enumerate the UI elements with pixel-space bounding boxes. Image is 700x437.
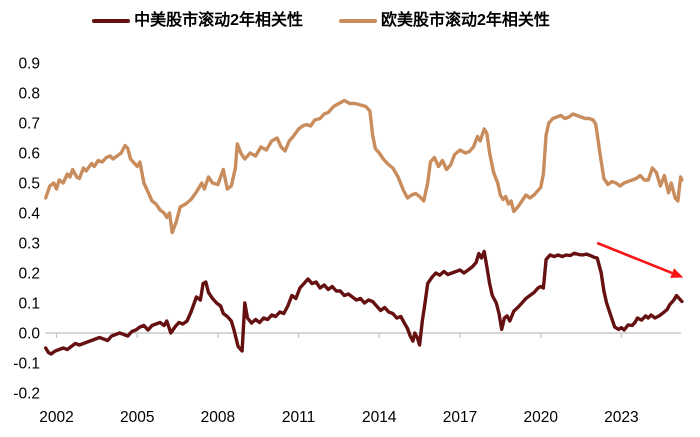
series-line-cn-us	[44, 249, 684, 356]
y-tick-label: 0.5	[18, 176, 40, 193]
trend-arrow-line	[596, 241, 673, 275]
y-tick-label: -0.2	[13, 386, 40, 403]
trend-arrow-head-icon	[670, 268, 684, 278]
x-tick-label: 2020	[523, 409, 558, 426]
legend-label-cn-us: 中美股市滚动2年相关性	[134, 12, 303, 29]
y-tick-label: 0.6	[18, 146, 40, 163]
legend-item-cn-us: 中美股市滚动2年相关性	[92, 9, 303, 33]
x-tick-label: 2005	[120, 409, 154, 426]
y-tick-label: 0.7	[18, 116, 40, 133]
y-tick-label: 0.9	[18, 56, 40, 73]
x-tick-label: 2008	[201, 409, 235, 426]
x-tick-label: 2023	[604, 409, 638, 426]
x-tick-label: 2014	[362, 409, 397, 426]
y-tick-label: 0.2	[18, 266, 40, 283]
legend-swatch-eu-us-icon	[339, 19, 377, 23]
legend-item-eu-us: 欧美股市滚动2年相关性	[339, 9, 550, 33]
legend-swatch-cn-us-icon	[92, 19, 131, 23]
x-tick-label: 2017	[443, 409, 477, 426]
y-tick-label: -0.1	[13, 356, 40, 373]
legend-label-eu-us: 欧美股市滚动2年相关性	[381, 12, 550, 29]
y-tick-label: 0.3	[18, 236, 40, 253]
x-tick-label: 2011	[282, 409, 315, 426]
legend: 中美股市滚动2年相关性 欧美股市滚动2年相关性	[0, 9, 700, 33]
x-tick-label: 2002	[39, 409, 73, 426]
y-tick-label: 0.1	[18, 296, 40, 313]
y-tick-label: 0.4	[18, 206, 40, 223]
y-tick-label: 0.0	[18, 326, 40, 343]
series-line-eu-us	[44, 98, 684, 235]
y-tick-label: 0.8	[18, 86, 40, 103]
